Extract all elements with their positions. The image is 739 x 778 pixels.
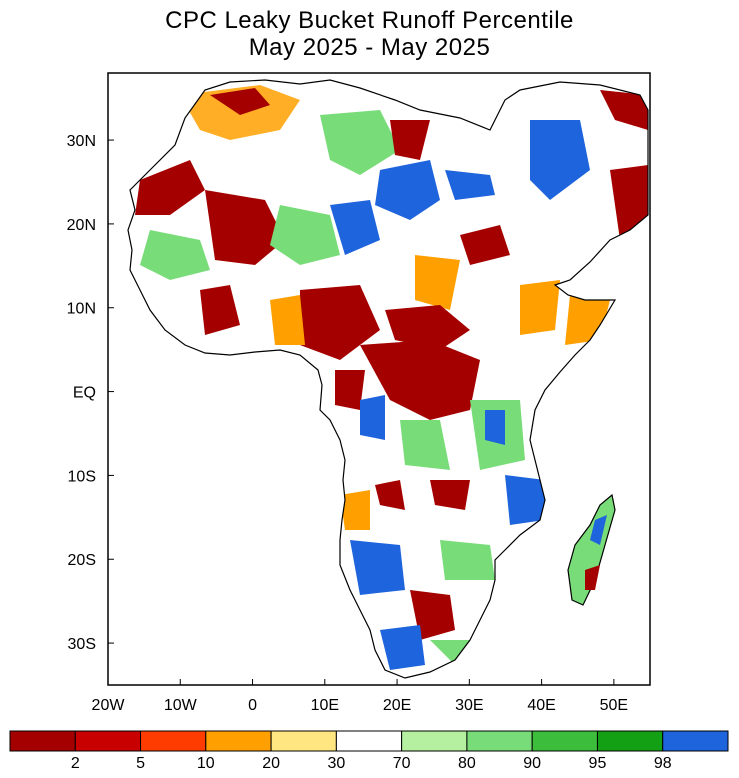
y-tick-label: 10S: [68, 468, 96, 485]
x-tick-label: 50E: [600, 697, 628, 714]
y-axis: 30N 20N 10N EQ 10S 20S 30S: [67, 133, 114, 653]
colorbar-swatch: [596, 730, 664, 752]
colorbar-label: 80: [458, 755, 476, 772]
x-tick-label: 20W: [92, 697, 126, 714]
x-tick-label: 20E: [383, 697, 411, 714]
y-tick-label: 20S: [68, 552, 96, 569]
map-title: CPC Leaky Bucket Runoff Percentile: [165, 7, 574, 34]
colorbar-swatch: [335, 730, 403, 752]
colorbar-label: 30: [327, 755, 345, 772]
x-axis: 20W 10W 0 10E 20E 30E 40E 50E: [92, 679, 628, 714]
colorbar-swatch: [466, 730, 533, 752]
y-tick-label: EQ: [73, 385, 96, 402]
colorbar-swatch: [9, 730, 76, 752]
y-tick-label: 30N: [67, 133, 96, 150]
x-tick-label: 10E: [311, 697, 339, 714]
colorbar-swatch: [270, 730, 337, 752]
x-tick-label: 10W: [164, 697, 198, 714]
y-tick-label: 30S: [68, 636, 96, 653]
colorbar: 2 5 10 20 30 70 80 90 95 98: [9, 730, 729, 772]
colorbar-swatch: [140, 730, 207, 752]
colorbar-swatch: [401, 730, 468, 752]
x-tick-label: 40E: [527, 697, 555, 714]
colorbar-label: 98: [654, 755, 672, 772]
colorbar-swatch: [662, 730, 729, 752]
colorbar-label: 5: [136, 755, 145, 772]
y-tick-label: 20N: [67, 217, 96, 234]
colorbar-label: 90: [523, 755, 541, 772]
colorbar-swatch: [74, 730, 142, 752]
map-period: May 2025 - May 2025: [248, 34, 491, 61]
x-tick-label: 0: [248, 697, 257, 714]
y-tick-label: 10N: [67, 301, 96, 318]
colorbar-label: 10: [197, 755, 215, 772]
colorbar-swatch: [531, 730, 598, 752]
colorbar-label: 2: [71, 755, 80, 772]
colorbar-label: 70: [393, 755, 411, 772]
colorbar-label: 20: [262, 755, 280, 772]
colorbar-swatch: [205, 730, 272, 752]
x-tick-label: 30E: [455, 697, 483, 714]
colorbar-label: 95: [589, 755, 607, 772]
